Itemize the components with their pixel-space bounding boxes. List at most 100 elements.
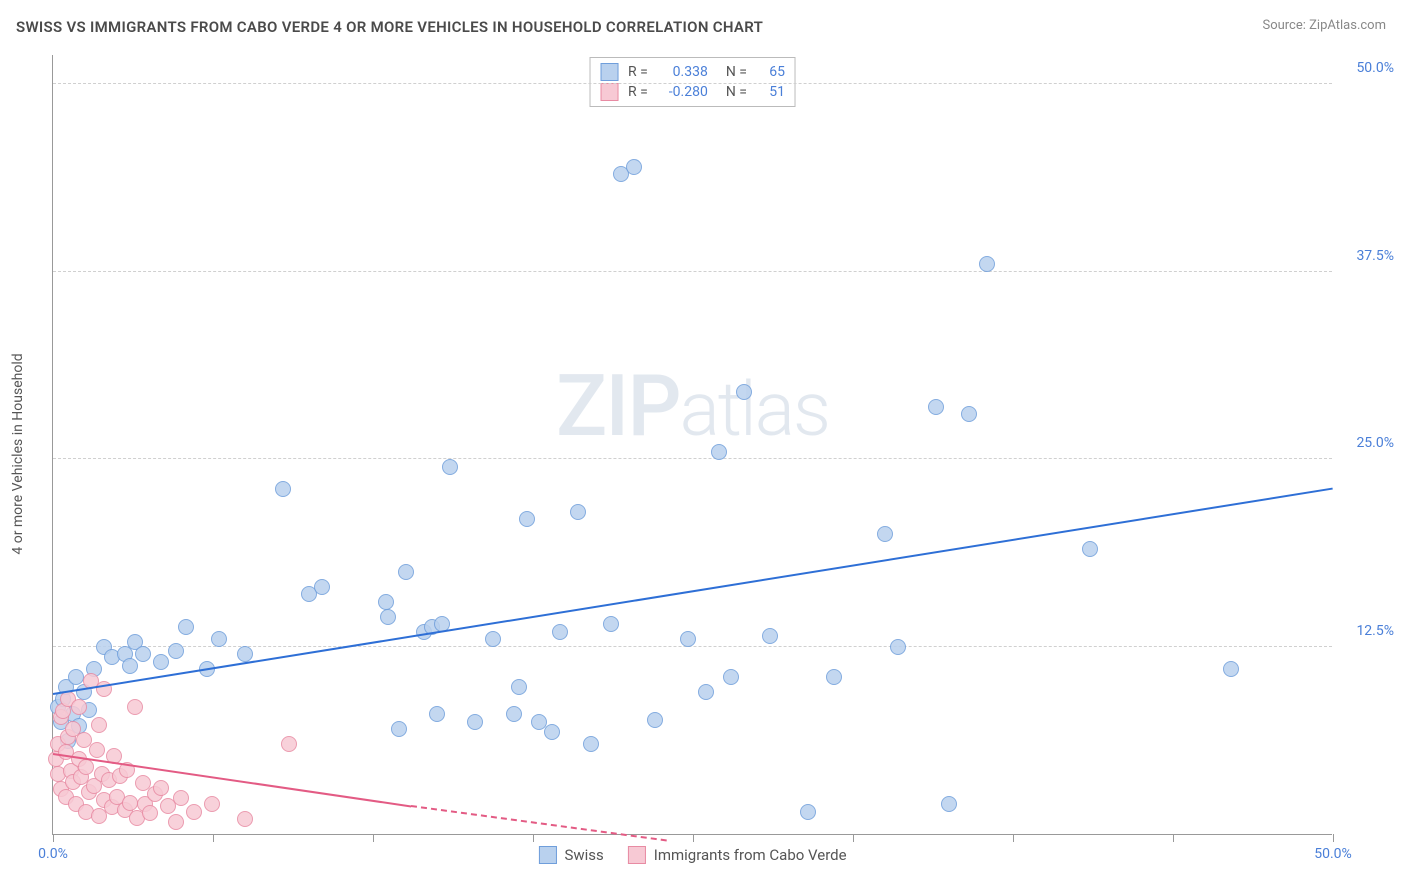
x-tick-label: 50.0% xyxy=(1314,846,1352,862)
n-label: N = xyxy=(726,84,747,100)
y-tick-label: 12.5% xyxy=(1356,623,1394,639)
data-point xyxy=(142,805,158,821)
n-value: 51 xyxy=(757,84,785,100)
data-point xyxy=(711,444,727,460)
x-tick xyxy=(53,834,54,842)
data-point xyxy=(1082,541,1098,557)
x-tick xyxy=(1333,834,1334,842)
data-point xyxy=(186,804,202,820)
data-point xyxy=(583,736,599,752)
data-point xyxy=(168,814,184,830)
data-point xyxy=(762,628,778,644)
legend-swatch xyxy=(538,846,556,864)
data-point xyxy=(890,639,906,655)
gridline xyxy=(53,83,1332,84)
legend-label: Immigrants from Cabo Verde xyxy=(654,846,847,864)
n-value: 65 xyxy=(757,64,785,80)
gridline xyxy=(53,271,1332,272)
gridline xyxy=(53,458,1332,459)
x-tick xyxy=(1173,834,1174,842)
data-point xyxy=(237,811,253,827)
data-point xyxy=(485,631,501,647)
data-point xyxy=(281,736,297,752)
data-point xyxy=(204,796,220,812)
data-point xyxy=(391,721,407,737)
data-point xyxy=(680,631,696,647)
data-point xyxy=(398,564,414,580)
series-legend: Swiss Immigrants from Cabo Verde xyxy=(538,846,846,864)
y-tick-label: 37.5% xyxy=(1356,248,1394,264)
data-point xyxy=(506,706,522,722)
x-tick xyxy=(533,834,534,842)
r-value: -0.280 xyxy=(658,84,708,100)
data-point xyxy=(736,384,752,400)
correlation-legend: R = 0.338 N = 65 R = -0.280 N = 51 xyxy=(589,57,796,107)
legend-swatch xyxy=(600,63,618,81)
trend-line xyxy=(411,805,667,841)
r-value: 0.338 xyxy=(658,64,708,80)
data-point xyxy=(519,511,535,527)
data-point xyxy=(723,669,739,685)
data-point xyxy=(153,780,169,796)
data-point xyxy=(877,526,893,542)
data-point xyxy=(800,804,816,820)
r-label: R = xyxy=(628,84,648,100)
data-point xyxy=(168,643,184,659)
data-point xyxy=(89,742,105,758)
data-point xyxy=(979,256,995,272)
y-tick-label: 50.0% xyxy=(1356,60,1394,76)
r-label: R = xyxy=(628,64,648,80)
data-point xyxy=(122,658,138,674)
data-point xyxy=(928,399,944,415)
data-point xyxy=(68,669,84,685)
data-point xyxy=(178,619,194,635)
data-point xyxy=(135,646,151,662)
data-point xyxy=(237,646,253,662)
data-point xyxy=(71,699,87,715)
data-point xyxy=(78,759,94,775)
x-tick xyxy=(693,834,694,842)
data-point xyxy=(961,406,977,422)
x-tick xyxy=(1013,834,1014,842)
legend-item: Swiss xyxy=(538,846,603,864)
data-point xyxy=(380,609,396,625)
data-point xyxy=(429,706,445,722)
legend-item: Immigrants from Cabo Verde xyxy=(628,846,847,864)
legend-row: R = -0.280 N = 51 xyxy=(600,82,785,102)
data-point xyxy=(544,724,560,740)
scatter-plot: ZIPatlas R =0.338N =65R =-0.280N =51 Swi… xyxy=(52,55,1332,835)
data-point xyxy=(826,669,842,685)
x-tick xyxy=(373,834,374,842)
x-tick xyxy=(853,834,854,842)
data-point xyxy=(275,481,291,497)
chart-title: SWISS VS IMMIGRANTS FROM CABO VERDE 4 OR… xyxy=(16,18,763,36)
legend-label: Swiss xyxy=(564,846,603,864)
data-point xyxy=(1223,661,1239,677)
data-point xyxy=(941,796,957,812)
data-point xyxy=(570,504,586,520)
data-point xyxy=(626,159,642,175)
data-point xyxy=(173,790,189,806)
legend-swatch xyxy=(628,846,646,864)
source-attribution: Source: ZipAtlas.com xyxy=(1262,18,1386,33)
n-label: N = xyxy=(726,64,747,80)
trend-line xyxy=(53,487,1333,694)
x-tick xyxy=(213,834,214,842)
legend-row: R = 0.338 N = 65 xyxy=(600,62,785,82)
legend-swatch xyxy=(600,83,618,101)
data-point xyxy=(211,631,227,647)
data-point xyxy=(378,594,394,610)
data-point xyxy=(467,714,483,730)
data-point xyxy=(552,624,568,640)
data-point xyxy=(122,795,138,811)
watermark: ZIPatlas xyxy=(556,356,829,456)
data-point xyxy=(91,717,107,733)
y-tick-label: 25.0% xyxy=(1356,435,1394,451)
data-point xyxy=(442,459,458,475)
data-point xyxy=(698,684,714,700)
y-axis-label: 4 or more Vehicles in Household xyxy=(10,353,26,554)
data-point xyxy=(511,679,527,695)
data-point xyxy=(603,616,619,632)
data-point xyxy=(314,579,330,595)
x-tick-label: 0.0% xyxy=(38,846,68,862)
